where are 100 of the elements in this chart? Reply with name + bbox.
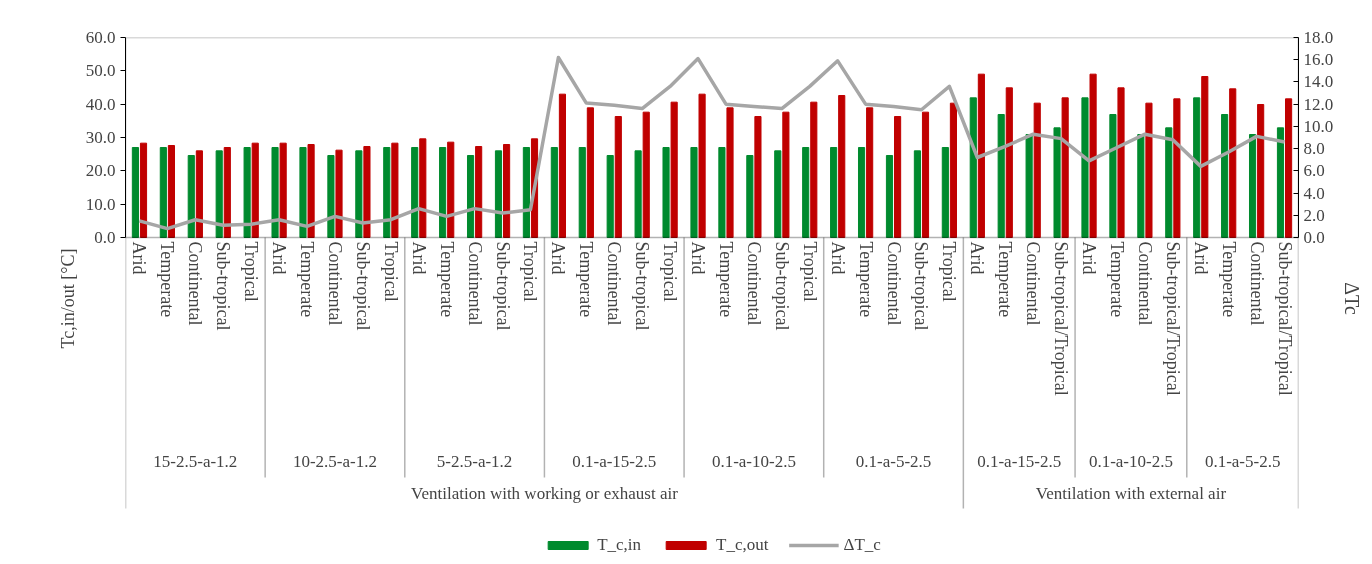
x-tick-label: Temperate — [436, 241, 457, 318]
bar — [1248, 134, 1257, 238]
bar — [419, 138, 427, 238]
x-tick-label: Temperate — [157, 241, 178, 318]
bar — [838, 95, 846, 238]
y-tick-label: 30.0 — [85, 128, 116, 147]
x-tick-label: Tropical — [380, 241, 401, 302]
bar — [195, 150, 203, 238]
x-tick-label: Tropical — [799, 241, 820, 302]
bar — [1117, 87, 1125, 238]
bar — [754, 116, 762, 238]
y-tick-label: 60.0 — [85, 28, 116, 47]
x-tick-label: Sub-tropical/Tropical — [1162, 241, 1183, 396]
bar — [1285, 98, 1293, 238]
bar — [466, 155, 475, 238]
bar — [977, 73, 985, 238]
legend-label: T_c,in — [597, 535, 642, 555]
bar — [411, 147, 419, 238]
y-tick-label: 50.0 — [85, 61, 116, 81]
y2-tick-label: 10.0 — [1303, 116, 1334, 136]
text: Ventilation with external air — [1035, 484, 1227, 503]
bar — [494, 150, 503, 238]
bar — [1276, 127, 1285, 238]
bar — [187, 155, 195, 238]
x-tick-label: Continental — [1246, 241, 1267, 326]
x-tick-label: Arid — [967, 241, 988, 275]
bar — [522, 147, 530, 238]
x-tick-label: Temperate — [855, 241, 876, 318]
bar — [606, 155, 614, 238]
text: 0.1-a-10-2.5 — [1088, 452, 1173, 471]
x-tick-label: Sub-tropical — [352, 241, 373, 331]
y-tick-label: 10.0 — [85, 194, 116, 214]
y2-tick-label: 6.0 — [1303, 161, 1325, 181]
x-tick-label: Temperate — [1106, 241, 1127, 318]
x-tick-label: Continental — [743, 241, 764, 326]
x-tick-label: Arid — [408, 241, 429, 275]
y2-tick-label: 0.0 — [1303, 228, 1325, 247]
bar — [586, 107, 594, 238]
bar — [558, 93, 567, 238]
bar — [1257, 104, 1265, 238]
bar — [215, 150, 223, 238]
text: 0.1-a-15-2.5 — [977, 452, 1062, 471]
bar — [503, 144, 511, 238]
bar — [383, 147, 391, 238]
x-tick-label: Continental — [1134, 241, 1155, 326]
bar — [866, 107, 874, 238]
bar — [810, 101, 818, 238]
bar — [131, 147, 139, 238]
text: Ventilation with working or exhaust air — [411, 484, 679, 503]
bar — [642, 111, 650, 238]
bar — [1165, 127, 1173, 238]
x-tick-label: Arid — [269, 241, 290, 275]
text: 0.1-a-10-2.5 — [711, 452, 796, 471]
bar — [614, 116, 622, 238]
bar — [746, 155, 754, 238]
bar — [726, 107, 734, 238]
x-tick-label: Sub-tropical — [632, 241, 653, 331]
bar — [1193, 97, 1201, 238]
x-tick-label: Continental — [464, 241, 485, 326]
y2-tick-label: 18.0 — [1303, 28, 1334, 47]
x-tick-label: Tropical — [660, 241, 681, 302]
x-tick-label: Temperate — [715, 241, 736, 318]
bar — [279, 142, 287, 238]
text: 0.1-a-15-2.5 — [572, 452, 657, 471]
bar — [447, 141, 455, 238]
y2-tick-label: 2.0 — [1303, 205, 1325, 225]
x-tick-label: Arid — [548, 241, 569, 275]
bar — [1173, 98, 1181, 238]
x-tick-label: Temperate — [1218, 241, 1239, 318]
bar — [634, 150, 642, 238]
bar — [698, 93, 706, 238]
bar — [894, 116, 902, 238]
y2-tick-label: 4.0 — [1303, 183, 1325, 203]
bar — [774, 150, 782, 238]
x-tick-label: Temperate — [297, 241, 318, 318]
legend-label: ΔT_c — [843, 535, 881, 555]
bar — [1089, 73, 1097, 238]
bar — [327, 155, 335, 238]
y-axis-title: Tc,in/out [°C] — [57, 248, 78, 349]
bar — [1109, 114, 1117, 238]
bar — [949, 102, 958, 238]
y2-tick-label: 12.0 — [1303, 94, 1334, 114]
bar — [1201, 76, 1209, 238]
bar — [139, 142, 148, 238]
bar — [941, 147, 949, 238]
bar — [1033, 102, 1041, 238]
bar — [662, 147, 670, 238]
x-tick-label: Tropical — [241, 241, 262, 302]
x-tick-label: Arid — [1190, 241, 1211, 275]
x-tick-label: Continental — [1023, 241, 1044, 326]
x-tick-label: Arid — [1079, 241, 1100, 275]
bar — [913, 150, 921, 238]
y-tick-label: 20.0 — [85, 161, 116, 181]
text: 0.1-a-5-2.5 — [855, 452, 932, 471]
line-series — [137, 55, 1287, 231]
text: 15-2.5-a-1.2 — [153, 452, 238, 471]
x-tick-label: Continental — [604, 241, 625, 326]
x-tick-label: Arid — [827, 241, 848, 275]
bar — [1229, 88, 1237, 238]
x-tick-label: Continental — [324, 241, 345, 326]
